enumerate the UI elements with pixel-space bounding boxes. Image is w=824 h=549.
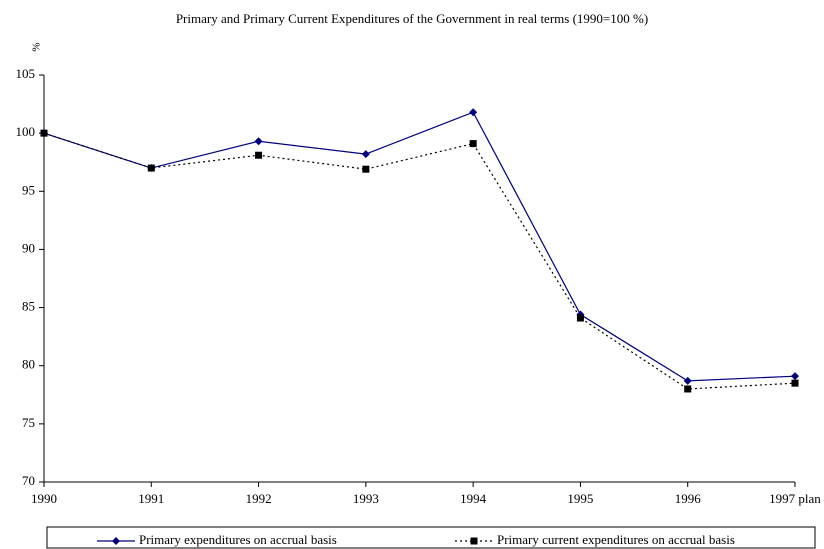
x-tick-label: 1992 <box>246 491 272 506</box>
point <box>112 537 120 545</box>
x-tick-label: 1990 <box>31 491 57 506</box>
y-tick-label: 105 <box>16 66 36 81</box>
y-tick-label: 70 <box>22 473 35 488</box>
x-tick-label: 1994 <box>460 491 487 506</box>
y-tick-label: 85 <box>22 299 35 314</box>
series-line <box>43 132 796 390</box>
point <box>255 151 263 159</box>
point <box>791 379 799 387</box>
point <box>469 108 478 117</box>
x-tick-label: 1995 <box>567 491 593 506</box>
point <box>147 164 155 172</box>
point <box>683 376 692 385</box>
y-axis-label: % <box>31 42 43 51</box>
y-tick-label: 95 <box>22 182 35 197</box>
legend-box <box>46 526 816 549</box>
x-tick-label: 1996 <box>675 491 702 506</box>
point <box>576 314 584 322</box>
x-tick-label: 1997 plan <box>769 491 821 506</box>
point <box>361 150 370 159</box>
x-tick-label: 1991 <box>138 491 164 506</box>
point <box>470 537 478 545</box>
y-tick-label: 80 <box>22 357 35 372</box>
x-tick-label: 1993 <box>353 491 379 506</box>
legend-label: Primary expenditures on accrual basis <box>139 532 337 547</box>
legend-label: Primary current expenditures on accrual … <box>497 532 735 547</box>
point <box>791 372 799 381</box>
point <box>684 385 692 393</box>
y-tick-label: 100 <box>16 124 36 139</box>
y-tick-label: 90 <box>22 240 35 255</box>
chart-title: Primary and Primary Current Expenditures… <box>176 11 648 26</box>
y-tick-label: 75 <box>22 415 35 430</box>
point <box>469 140 477 148</box>
point <box>362 165 370 173</box>
series-line <box>43 111 796 382</box>
point <box>40 129 48 137</box>
point <box>254 137 263 146</box>
